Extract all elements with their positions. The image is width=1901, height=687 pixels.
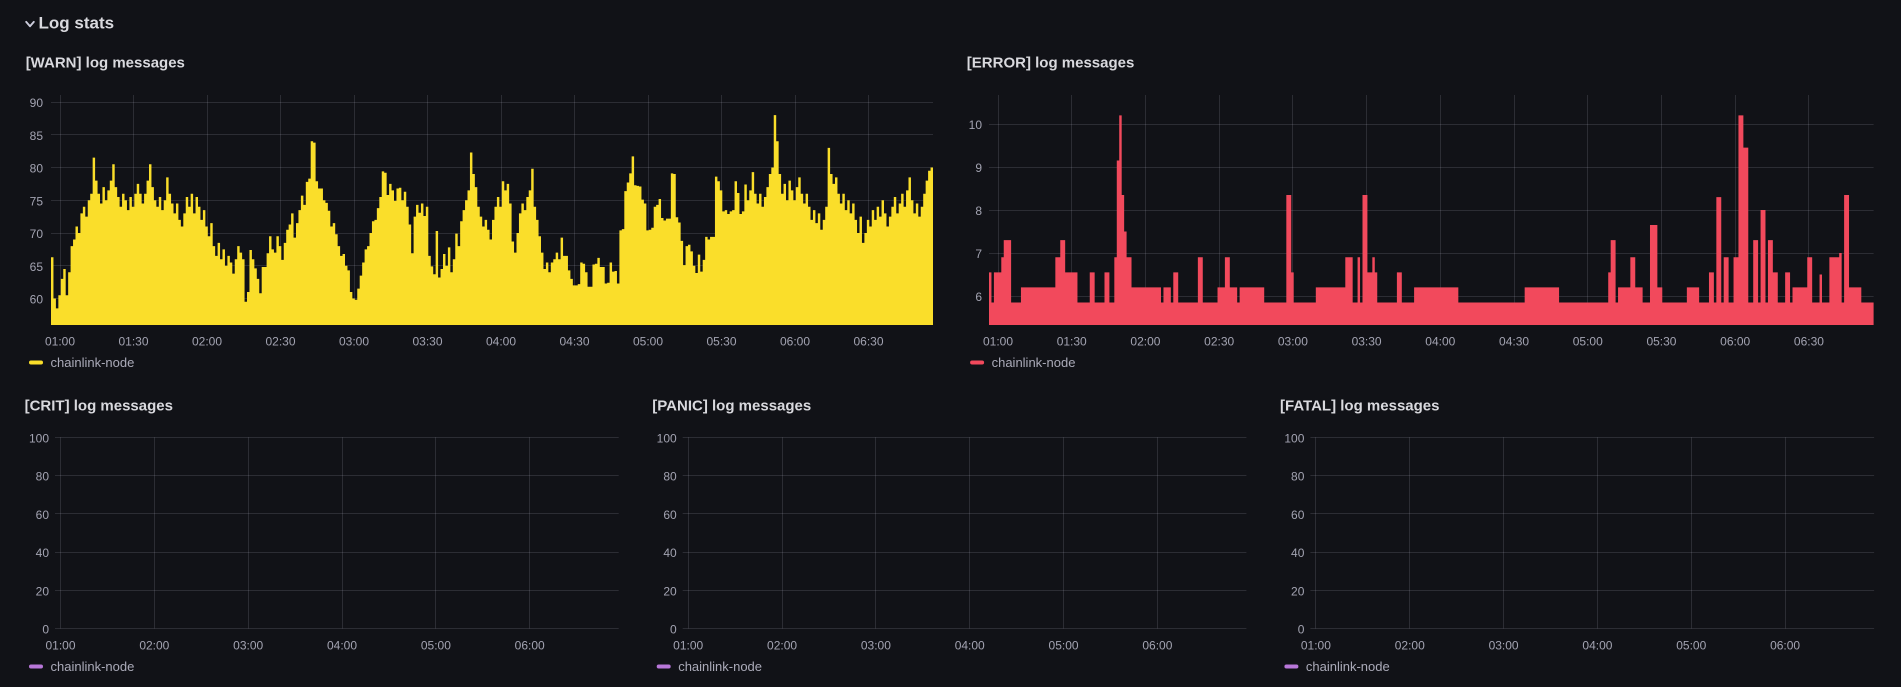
svg-text:06:00: 06:00 (1720, 335, 1750, 349)
svg-text:04:00: 04:00 (1425, 335, 1455, 349)
svg-text:10: 10 (969, 118, 983, 132)
svg-text:03:00: 03:00 (233, 639, 263, 653)
svg-text:80: 80 (1291, 470, 1305, 484)
svg-text:03:00: 03:00 (1489, 639, 1519, 653)
svg-text:40: 40 (663, 546, 677, 560)
svg-text:[ERROR] log messages: [ERROR] log messages (967, 55, 1135, 72)
svg-text:06:30: 06:30 (1794, 335, 1824, 349)
svg-text:01:00: 01:00 (45, 335, 75, 349)
svg-text:06:30: 06:30 (853, 335, 883, 349)
svg-text:01:00: 01:00 (45, 639, 75, 653)
svg-text:04:30: 04:30 (559, 335, 589, 349)
svg-text:03:00: 03:00 (339, 335, 369, 349)
svg-text:03:30: 03:30 (1352, 335, 1382, 349)
svg-text:0: 0 (1298, 623, 1305, 637)
svg-text:chainlink-node: chainlink-node (1306, 659, 1390, 674)
svg-text:02:00: 02:00 (139, 639, 169, 653)
svg-text:05:30: 05:30 (706, 335, 736, 349)
svg-text:70: 70 (30, 227, 44, 241)
svg-text:6: 6 (975, 290, 982, 304)
svg-text:40: 40 (36, 546, 50, 560)
svg-text:01:30: 01:30 (118, 335, 148, 349)
svg-text:80: 80 (30, 162, 44, 176)
svg-text:[PANIC] log messages: [PANIC] log messages (652, 398, 811, 415)
svg-text:05:00: 05:00 (421, 639, 451, 653)
svg-text:[CRIT] log messages: [CRIT] log messages (25, 398, 173, 415)
svg-text:06:00: 06:00 (780, 335, 810, 349)
svg-text:04:00: 04:00 (327, 639, 357, 653)
svg-text:06:00: 06:00 (515, 639, 545, 653)
svg-text:02:00: 02:00 (1395, 639, 1425, 653)
svg-text:02:30: 02:30 (265, 335, 295, 349)
svg-text:100: 100 (29, 431, 49, 445)
svg-text:65: 65 (30, 260, 44, 274)
svg-text:05:00: 05:00 (633, 335, 663, 349)
svg-text:85: 85 (30, 129, 44, 143)
svg-text:90: 90 (30, 96, 44, 110)
svg-text:01:30: 01:30 (1057, 335, 1087, 349)
svg-text:02:00: 02:00 (767, 639, 797, 653)
svg-text:7: 7 (975, 247, 982, 261)
svg-text:03:00: 03:00 (861, 639, 891, 653)
svg-text:8: 8 (975, 204, 982, 218)
svg-text:01:00: 01:00 (983, 335, 1013, 349)
svg-text:Log stats: Log stats (39, 14, 115, 33)
svg-text:chainlink-node: chainlink-node (678, 659, 762, 674)
svg-text:[FATAL] log messages: [FATAL] log messages (1280, 398, 1439, 415)
svg-text:60: 60 (1291, 508, 1305, 522)
svg-text:01:00: 01:00 (1301, 639, 1331, 653)
svg-text:04:30: 04:30 (1499, 335, 1529, 349)
svg-text:03:00: 03:00 (1278, 335, 1308, 349)
svg-text:0: 0 (670, 623, 677, 637)
svg-text:20: 20 (36, 584, 50, 598)
svg-text:20: 20 (1291, 584, 1305, 598)
svg-text:03:30: 03:30 (412, 335, 442, 349)
svg-text:100: 100 (1284, 431, 1304, 445)
svg-text:60: 60 (663, 508, 677, 522)
svg-text:chainlink-node: chainlink-node (51, 659, 135, 674)
svg-text:02:00: 02:00 (192, 335, 222, 349)
svg-text:02:00: 02:00 (1130, 335, 1160, 349)
svg-text:chainlink-node: chainlink-node (51, 355, 135, 370)
svg-text:04:00: 04:00 (955, 639, 985, 653)
svg-text:75: 75 (30, 194, 44, 208)
svg-text:05:00: 05:00 (1676, 639, 1706, 653)
svg-text:05:00: 05:00 (1573, 335, 1603, 349)
svg-text:40: 40 (1291, 546, 1305, 560)
svg-text:9: 9 (975, 161, 982, 175)
svg-text:06:00: 06:00 (1142, 639, 1172, 653)
svg-text:60: 60 (36, 508, 50, 522)
svg-text:20: 20 (663, 584, 677, 598)
svg-text:80: 80 (663, 470, 677, 484)
svg-text:06:00: 06:00 (1770, 639, 1800, 653)
svg-text:[WARN] log messages: [WARN] log messages (26, 55, 185, 72)
svg-text:04:00: 04:00 (486, 335, 516, 349)
svg-text:100: 100 (657, 431, 677, 445)
svg-text:01:00: 01:00 (673, 639, 703, 653)
svg-text:05:30: 05:30 (1646, 335, 1676, 349)
svg-text:05:00: 05:00 (1049, 639, 1079, 653)
svg-text:0: 0 (42, 623, 49, 637)
svg-text:60: 60 (30, 293, 44, 307)
svg-text:04:00: 04:00 (1582, 639, 1612, 653)
svg-text:02:30: 02:30 (1204, 335, 1234, 349)
svg-text:80: 80 (36, 470, 50, 484)
svg-text:chainlink-node: chainlink-node (992, 355, 1076, 370)
